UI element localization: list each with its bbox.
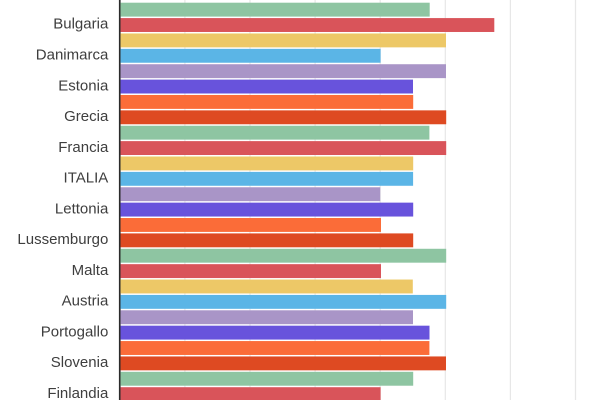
svg-text:Portogallo: Portogallo: [41, 323, 109, 340]
svg-text:ITALIA: ITALIA: [64, 170, 109, 187]
svg-text:Francia: Francia: [58, 139, 109, 156]
svg-text:Danimarca: Danimarca: [36, 46, 109, 63]
svg-text:Slovenia: Slovenia: [51, 354, 109, 371]
svg-text:Estonia: Estonia: [58, 77, 109, 94]
svg-text:Austria: Austria: [62, 293, 109, 310]
svg-text:Grecia: Grecia: [64, 108, 109, 125]
svg-text:Bulgaria: Bulgaria: [53, 16, 109, 33]
svg-text:Lussemburgo: Lussemburgo: [17, 231, 108, 248]
svg-text:Lettonia: Lettonia: [55, 200, 109, 217]
svg-text:Malta: Malta: [72, 262, 109, 279]
svg-text:Finlandia: Finlandia: [47, 385, 109, 400]
